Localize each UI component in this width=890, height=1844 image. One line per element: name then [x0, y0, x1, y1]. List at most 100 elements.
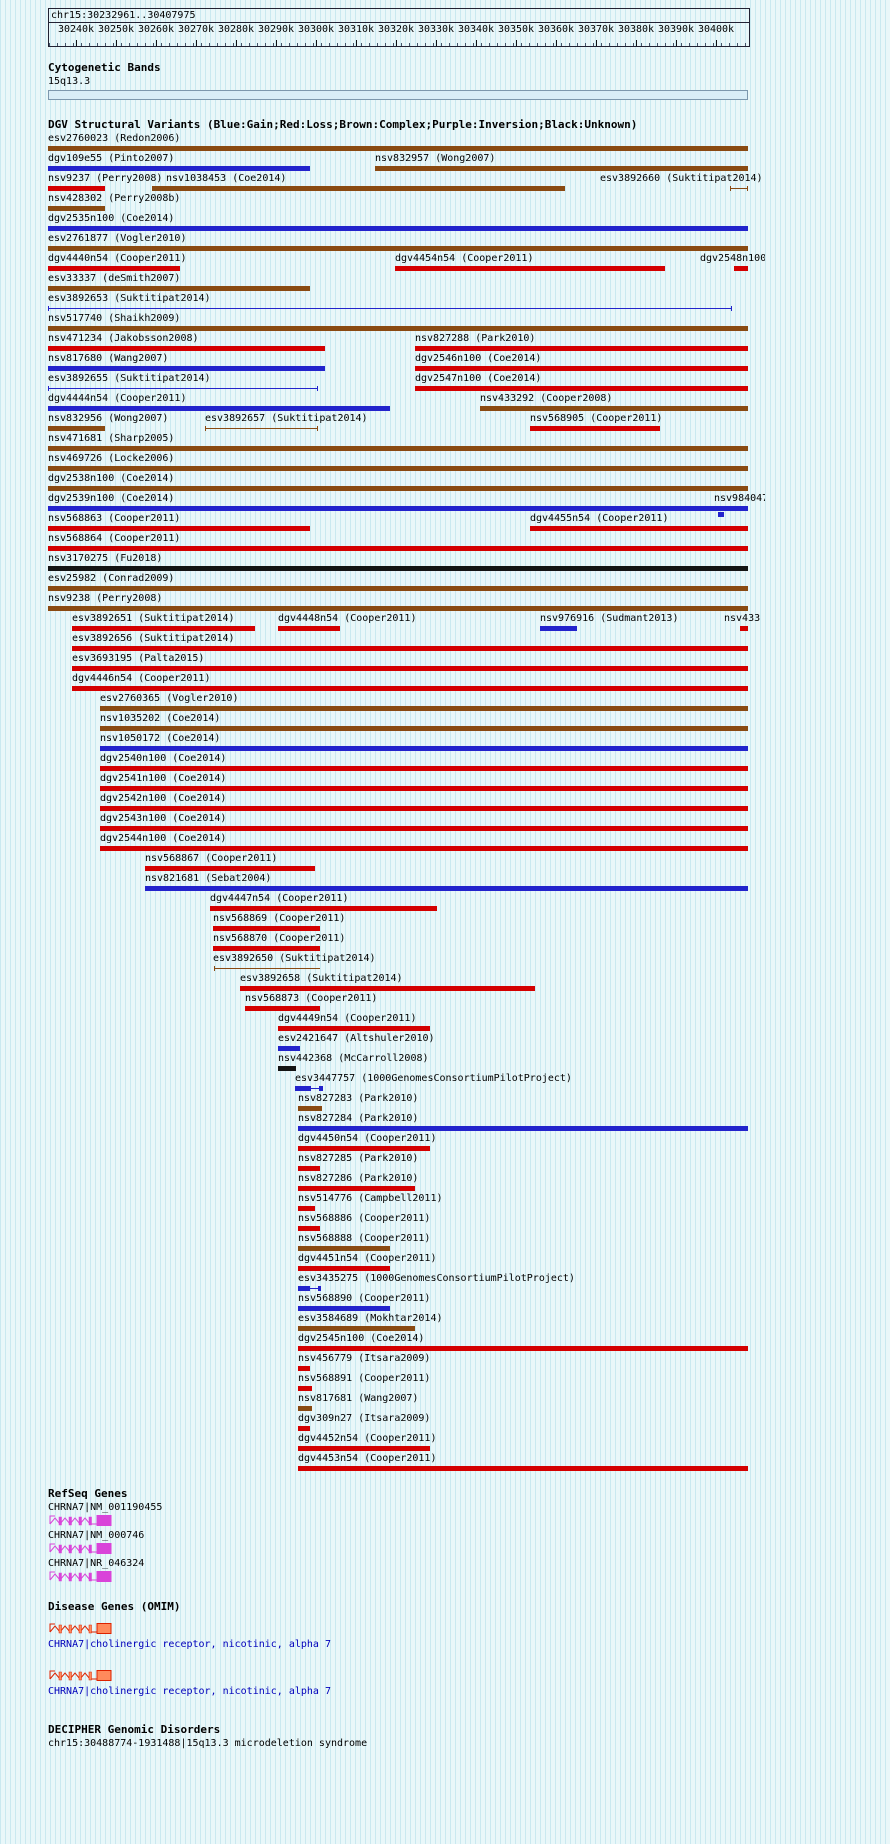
- variant-bar[interactable]: [48, 246, 748, 251]
- variant-bar[interactable]: [100, 706, 748, 711]
- gene-exon-structure[interactable]: [48, 1513, 118, 1528]
- variant-bar[interactable]: [100, 826, 748, 831]
- variant-bar[interactable]: [213, 946, 320, 951]
- variant-bar[interactable]: [298, 1126, 748, 1131]
- variant-bar[interactable]: [48, 406, 390, 411]
- variant-bar[interactable]: [48, 306, 49, 311]
- variant-bar[interactable]: [278, 1046, 300, 1051]
- variant-bar[interactable]: [298, 1366, 310, 1371]
- omim-gene-model[interactable]: [48, 1668, 118, 1686]
- variant-bar[interactable]: [530, 426, 660, 431]
- variant-bar[interactable]: [100, 746, 748, 751]
- variant-bar[interactable]: [415, 366, 748, 371]
- variant-bar[interactable]: [278, 1066, 296, 1071]
- variant-bar[interactable]: [298, 1386, 312, 1391]
- variant-bar[interactable]: [395, 266, 665, 271]
- variant-bar[interactable]: [740, 626, 748, 631]
- variant-bar[interactable]: [100, 766, 748, 771]
- variant-bar[interactable]: [319, 1086, 323, 1091]
- variant-bar[interactable]: [48, 266, 180, 271]
- variant-bar[interactable]: [205, 428, 318, 429]
- variant-bar[interactable]: [730, 186, 731, 191]
- variant-bar[interactable]: [145, 866, 315, 871]
- variant-bar[interactable]: [48, 546, 748, 551]
- variant-bar[interactable]: [747, 186, 748, 191]
- variant-bar[interactable]: [298, 1346, 748, 1351]
- variant-bar[interactable]: [48, 486, 748, 491]
- variant-bar[interactable]: [298, 1166, 320, 1171]
- variant-bar[interactable]: [240, 986, 535, 991]
- variant-bar[interactable]: [298, 1466, 748, 1471]
- gene-exon-structure[interactable]: [48, 1569, 118, 1584]
- variant-bar[interactable]: [415, 346, 748, 351]
- variant-bar[interactable]: [298, 1286, 310, 1291]
- variant-bar[interactable]: [72, 626, 255, 631]
- variant-bar[interactable]: [100, 786, 748, 791]
- variant-bar[interactable]: [375, 166, 748, 171]
- variant-bar[interactable]: [530, 526, 748, 531]
- variant-bar[interactable]: [298, 1446, 430, 1451]
- variant-bar[interactable]: [48, 386, 49, 391]
- variant-bar[interactable]: [48, 346, 325, 351]
- variant-bar[interactable]: [730, 188, 748, 189]
- gene-model[interactable]: [48, 1513, 118, 1531]
- variant-bar[interactable]: [278, 626, 340, 631]
- variant-bar[interactable]: [48, 308, 732, 309]
- variant-bar[interactable]: [145, 886, 748, 891]
- variant-bar[interactable]: [298, 1206, 315, 1211]
- variant-bar[interactable]: [152, 186, 565, 191]
- variant-bar[interactable]: [205, 426, 206, 431]
- variant-bar[interactable]: [415, 386, 748, 391]
- variant-bar[interactable]: [317, 426, 318, 431]
- omim-gene-model[interactable]: [48, 1621, 118, 1639]
- variant-bar[interactable]: [48, 388, 318, 389]
- variant-bar[interactable]: [48, 566, 748, 571]
- variant-bar[interactable]: [298, 1426, 310, 1431]
- variant-bar[interactable]: [278, 1026, 430, 1031]
- variant-bar[interactable]: [48, 506, 748, 511]
- variant-bar[interactable]: [298, 1246, 390, 1251]
- variant-bar[interactable]: [48, 426, 105, 431]
- variant-bar[interactable]: [540, 626, 577, 631]
- variant-bar[interactable]: [48, 206, 105, 211]
- variant-bar[interactable]: [298, 1226, 320, 1231]
- variant-bar[interactable]: [298, 1186, 415, 1191]
- variant-bar[interactable]: [210, 906, 437, 911]
- variant-bar[interactable]: [298, 1406, 312, 1411]
- omim-gene-exon-structure[interactable]: [48, 1668, 118, 1683]
- variant-bar[interactable]: [317, 386, 318, 391]
- variant-bar[interactable]: [72, 666, 748, 671]
- variant-bar[interactable]: [298, 1106, 322, 1111]
- variant-bar[interactable]: [48, 366, 325, 371]
- variant-bar[interactable]: [72, 646, 748, 651]
- variant-bar[interactable]: [48, 286, 310, 291]
- variant-bar[interactable]: [214, 968, 320, 969]
- variant-bar[interactable]: [731, 306, 732, 311]
- variant-bar[interactable]: [734, 266, 748, 271]
- variant-bar[interactable]: [310, 1288, 318, 1289]
- variant-bar[interactable]: [48, 466, 748, 471]
- variant-bar[interactable]: [100, 806, 748, 811]
- variant-bar[interactable]: [318, 1286, 321, 1291]
- variant-bar[interactable]: [48, 586, 748, 591]
- variant-bar[interactable]: [213, 926, 320, 931]
- variant-bar[interactable]: [48, 166, 310, 171]
- variant-bar[interactable]: [48, 606, 748, 611]
- variant-bar[interactable]: [72, 686, 748, 691]
- omim-gene-exon-structure[interactable]: [48, 1621, 118, 1636]
- variant-bar[interactable]: [718, 512, 724, 517]
- variant-bar[interactable]: [48, 326, 748, 331]
- variant-bar[interactable]: [48, 526, 310, 531]
- gene-model[interactable]: [48, 1541, 118, 1559]
- variant-bar[interactable]: [48, 446, 748, 451]
- variant-bar[interactable]: [295, 1086, 311, 1091]
- variant-bar[interactable]: [245, 1006, 320, 1011]
- variant-bar[interactable]: [298, 1146, 430, 1151]
- gene-exon-structure[interactable]: [48, 1541, 118, 1556]
- variant-bar[interactable]: [480, 406, 748, 411]
- variant-bar[interactable]: [311, 1088, 319, 1089]
- variant-bar[interactable]: [298, 1326, 415, 1331]
- cytoband-bar[interactable]: [48, 90, 748, 100]
- variant-bar[interactable]: [48, 146, 748, 151]
- ruler[interactable]: 30240k 30250k 30260k 30270k 30280k 30290k 3030…: [49, 23, 749, 46]
